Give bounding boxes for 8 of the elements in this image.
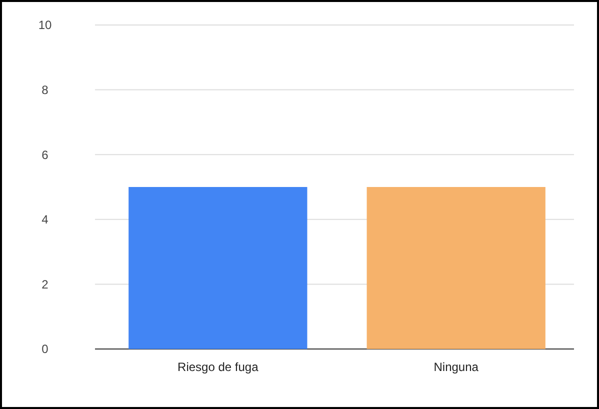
y-tick-label: 8 — [42, 83, 49, 97]
x-tick-label: Ninguna — [434, 360, 479, 374]
y-tick-label: 4 — [42, 212, 49, 227]
y-tick-label: 2 — [42, 277, 49, 292]
y-tick-label: 10 — [38, 18, 52, 32]
y-tick-label: 6 — [42, 148, 49, 162]
x-tick-label: Riesgo de fuga — [178, 360, 259, 374]
y-tick-label: 0 — [42, 342, 49, 356]
